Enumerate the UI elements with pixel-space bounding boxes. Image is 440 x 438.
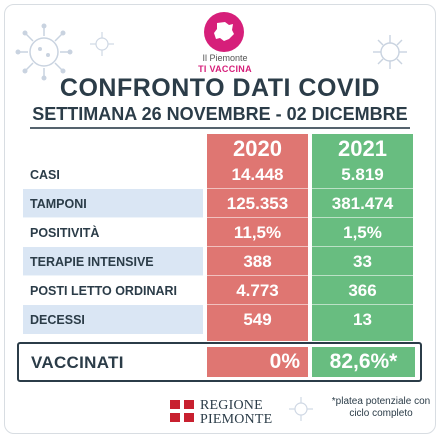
row-label: DECESSI xyxy=(30,313,85,327)
column-2020-background xyxy=(207,134,308,341)
row-label: CASI xyxy=(30,168,60,182)
row-divider xyxy=(23,304,413,305)
vaccinated-value-2020: 0% xyxy=(207,347,308,377)
row-label-background xyxy=(23,276,203,305)
row-label-background xyxy=(23,305,203,334)
vaccinated-box: VACCINATI 0% 82,6%* xyxy=(17,342,422,382)
brand-text: Il Piemonte TI VACCINA xyxy=(170,53,280,75)
row-value-2020: 388 xyxy=(243,252,272,271)
row-value-2021: 381.474 xyxy=(331,194,394,213)
table-row: POSTI LETTO ORDINARI 4.773 366 xyxy=(23,276,413,305)
row-label: TAMPONI xyxy=(30,197,87,211)
row-value-2021: 33 xyxy=(353,252,372,271)
region-name-line-1: REGIONE xyxy=(200,398,263,413)
row-value-2020: 14.448 xyxy=(231,165,284,184)
piemonte-map-icon xyxy=(214,22,234,41)
footnote: *platea potenziale con ciclo completo xyxy=(331,396,431,419)
row-value-2021: 1,5% xyxy=(343,223,382,242)
virus-icon xyxy=(289,397,313,421)
region-name-line-2: PIEMONTE xyxy=(200,412,273,427)
brand-line-1: Il Piemonte xyxy=(202,53,248,63)
column-header-2021: 2021 xyxy=(338,136,387,161)
subtitle-underline xyxy=(30,127,410,129)
table-row: TERAPIE INTENSIVE 388 33 xyxy=(23,247,413,276)
row-label: TERAPIE INTENSIVE xyxy=(30,255,154,269)
table-row: CASI 14.448 5.819 xyxy=(23,160,413,189)
row-value-2020: 4.773 xyxy=(236,281,279,300)
row-divider xyxy=(23,246,413,247)
piemonte-vaccina-logo xyxy=(204,12,244,52)
row-divider xyxy=(23,188,413,189)
row-divider xyxy=(23,217,413,218)
row-label-background xyxy=(23,218,203,247)
row-divider xyxy=(23,275,413,276)
table-row: DECESSI 549 13 xyxy=(23,305,413,334)
page-title: CONFRONTO DATI COVID xyxy=(59,74,381,102)
row-label-background xyxy=(23,247,203,276)
row-label-background xyxy=(23,160,203,189)
row-value-2020: 549 xyxy=(243,310,272,329)
row-label: POSITIVITÀ xyxy=(30,226,100,240)
regione-piemonte-logo: REGIONE PIEMONTE xyxy=(170,394,273,428)
comparison-table: CASI 14.448 5.819 TAMPONI 125.353 381.47… xyxy=(23,160,413,334)
brand-line-2: TI VACCINA xyxy=(198,64,252,74)
column-2021-background xyxy=(312,134,413,341)
vaccinated-value-2021: 82,6%* xyxy=(312,347,415,377)
row-value-2020: 125.353 xyxy=(226,194,289,213)
vaccinated-label: VACCINATI xyxy=(31,353,124,372)
page-subtitle: SETTIMANA 26 NOVEMBRE - 02 DICEMBRE xyxy=(32,104,408,124)
row-value-2021: 5.819 xyxy=(341,165,384,184)
row-label-background xyxy=(23,189,203,218)
row-value-2021: 366 xyxy=(348,281,377,300)
row-label: POSTI LETTO ORDINARI xyxy=(30,284,177,298)
table-row: TAMPONI 125.353 381.474 xyxy=(23,189,413,218)
virus-icon xyxy=(15,23,73,81)
crest-cross-vertical xyxy=(180,400,184,422)
region-crest-icon xyxy=(170,400,194,422)
column-header-2020: 2020 xyxy=(233,136,282,161)
virus-icon xyxy=(373,35,407,69)
table-row: POSITIVITÀ 11,5% 1,5% xyxy=(23,218,413,247)
virus-icon xyxy=(90,32,114,56)
row-value-2020: 11,5% xyxy=(233,223,282,242)
row-value-2021: 13 xyxy=(353,310,372,329)
